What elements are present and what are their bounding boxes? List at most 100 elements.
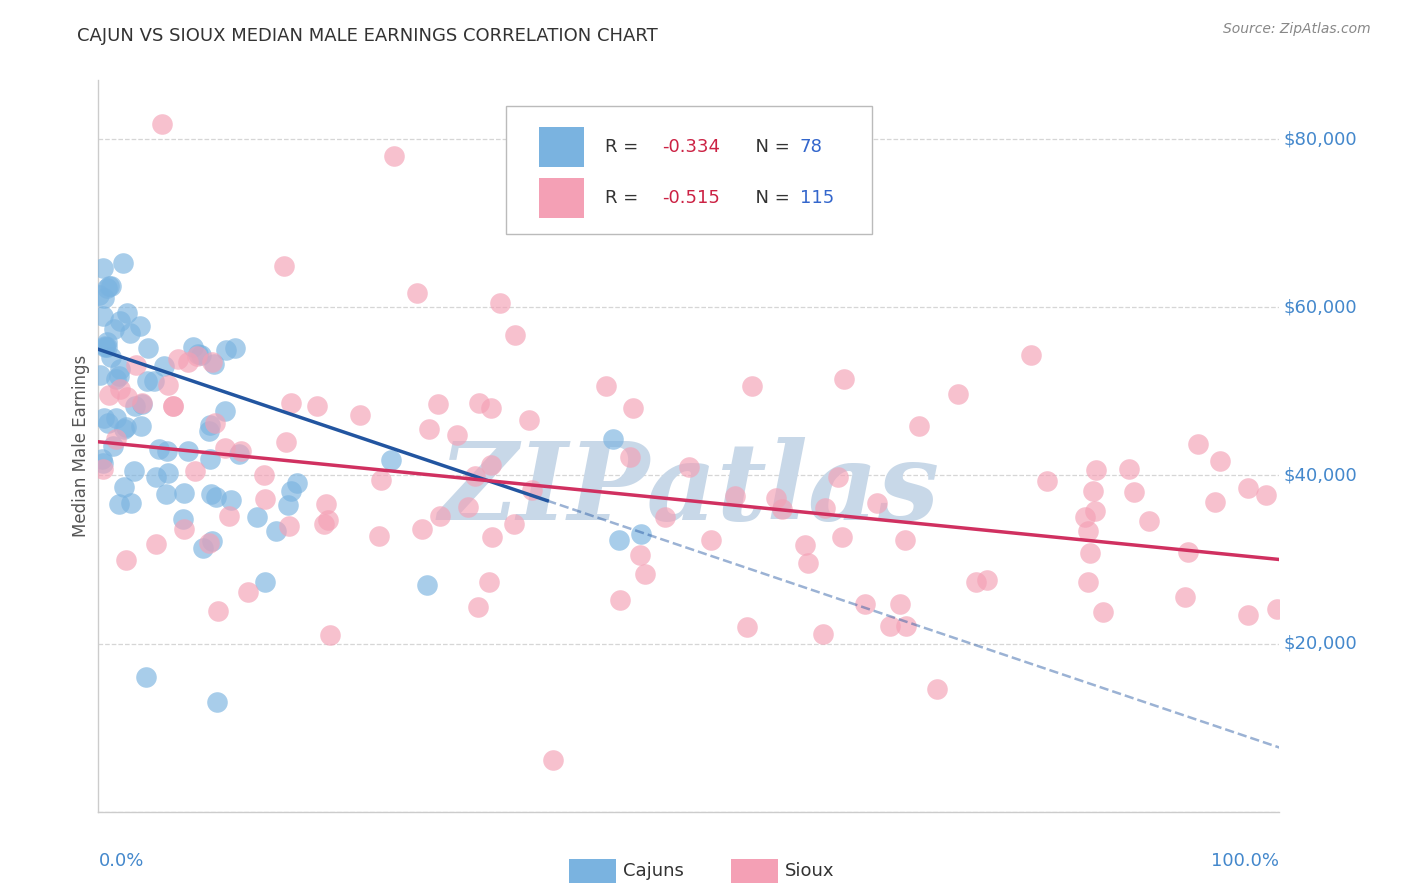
Point xyxy=(91,309,114,323)
Point xyxy=(166,351,188,366)
Point xyxy=(108,362,131,376)
FancyBboxPatch shape xyxy=(538,178,583,219)
Point xyxy=(609,592,631,607)
Point xyxy=(907,418,929,433)
Point xyxy=(765,491,787,506)
Point xyxy=(741,378,763,392)
Point xyxy=(190,347,212,361)
Point xyxy=(879,618,901,632)
Point xyxy=(318,628,340,642)
Point xyxy=(228,447,250,461)
Point xyxy=(135,670,157,684)
Point xyxy=(814,501,837,516)
Point xyxy=(976,573,998,587)
Point xyxy=(1204,494,1226,508)
Point xyxy=(724,489,747,503)
Point xyxy=(224,341,246,355)
Point xyxy=(184,464,207,478)
Point xyxy=(198,536,221,550)
Point xyxy=(478,574,501,589)
Point xyxy=(866,495,889,509)
Point xyxy=(1118,462,1140,476)
Point xyxy=(125,359,148,373)
Point xyxy=(1237,607,1260,622)
Point xyxy=(633,567,655,582)
Point xyxy=(467,395,489,409)
Y-axis label: Median Male Earnings: Median Male Earnings xyxy=(72,355,90,537)
Point xyxy=(479,458,502,473)
Point xyxy=(112,422,135,436)
Point xyxy=(1077,574,1099,589)
Point xyxy=(811,627,834,641)
Point xyxy=(794,538,817,552)
Point xyxy=(108,497,131,511)
Point xyxy=(796,556,818,570)
Point xyxy=(602,432,624,446)
Point xyxy=(131,396,153,410)
Point xyxy=(273,259,295,273)
Point xyxy=(145,469,167,483)
Text: 115: 115 xyxy=(800,189,834,207)
Point xyxy=(143,374,166,388)
Point xyxy=(101,439,124,453)
Point xyxy=(735,620,758,634)
Point xyxy=(231,443,253,458)
Point xyxy=(214,441,236,455)
Point xyxy=(108,369,131,384)
Point xyxy=(380,453,402,467)
Point xyxy=(416,578,439,592)
Point xyxy=(204,417,226,431)
Point xyxy=(619,450,641,465)
Point xyxy=(89,368,111,382)
Point xyxy=(215,343,238,357)
Point xyxy=(517,412,540,426)
Point xyxy=(277,499,299,513)
Point xyxy=(832,372,855,386)
Point xyxy=(214,404,236,418)
Point xyxy=(221,493,243,508)
Point xyxy=(253,574,276,589)
Text: R =: R = xyxy=(605,138,644,156)
Point xyxy=(155,486,177,500)
Point xyxy=(93,291,115,305)
Point xyxy=(104,432,127,446)
Point xyxy=(157,378,180,392)
Point xyxy=(628,548,651,562)
Point xyxy=(218,509,240,524)
Point xyxy=(1236,481,1258,495)
Point xyxy=(156,466,179,480)
Point xyxy=(503,516,526,531)
Point xyxy=(1209,454,1232,468)
Point xyxy=(1174,591,1197,605)
Point xyxy=(87,287,110,301)
Point xyxy=(464,468,486,483)
Point xyxy=(98,279,121,293)
Point xyxy=(202,357,225,371)
Text: Sioux: Sioux xyxy=(785,862,834,880)
Point xyxy=(827,469,849,483)
Point xyxy=(91,462,114,476)
Point xyxy=(349,408,371,422)
Point xyxy=(253,468,276,483)
Point xyxy=(370,473,392,487)
Text: ZIPatlas: ZIPatlas xyxy=(439,437,939,543)
Point xyxy=(595,379,617,393)
Point xyxy=(94,339,117,353)
Point xyxy=(177,444,200,458)
Point xyxy=(427,397,450,411)
Point xyxy=(411,522,433,536)
Point xyxy=(110,382,132,396)
Point xyxy=(150,117,173,131)
Point xyxy=(285,476,308,491)
Point xyxy=(1091,605,1114,619)
Point xyxy=(108,314,131,328)
Text: -0.515: -0.515 xyxy=(662,189,720,207)
Point xyxy=(198,417,221,432)
Text: N =: N = xyxy=(744,138,796,156)
Point xyxy=(479,401,502,416)
Point xyxy=(1035,474,1057,488)
Point xyxy=(115,391,138,405)
Point xyxy=(131,419,153,434)
Point xyxy=(193,541,215,555)
Point xyxy=(115,553,138,567)
